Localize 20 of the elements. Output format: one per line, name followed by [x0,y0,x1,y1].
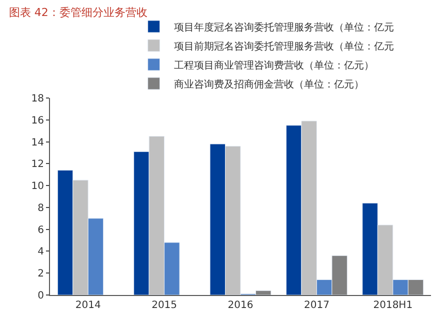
x-tick-label: 2016 [228,300,254,311]
y-tick-label: 0 [38,290,44,302]
y-tick-label: 14 [31,137,44,148]
y-tick-label: 18 [31,94,44,104]
legend-label: 工程项目商业管理咨询费营收（单位：亿元） [174,59,374,72]
legend-label: 项目前期冠名咨询委托管理服务营收（单位：亿元 [174,40,394,52]
chart-title: 图表 42：委管细分业务营收 [8,6,148,20]
x-tick-label: 2014 [75,300,101,311]
y-tick-label: 2 [38,268,44,280]
y-tick-label: 6 [38,224,44,236]
y-tick-label: 12 [31,159,44,170]
y-tick-label: 10 [31,181,44,192]
y-tick-label: 8 [38,202,44,214]
x-tick-label: 2018H1 [373,300,413,311]
y-tick-label: 16 [31,115,44,126]
x-tick-label: 2015 [152,300,178,311]
x-tick-label: 2017 [304,300,330,311]
y-tick-label: 4 [38,246,44,258]
legend-label: 商业咨询费及招商佣金营收（单位：亿元） [174,78,364,90]
legend-label: 项目年度冠名咨询委托管理服务营收（单位：亿元 [174,21,394,34]
